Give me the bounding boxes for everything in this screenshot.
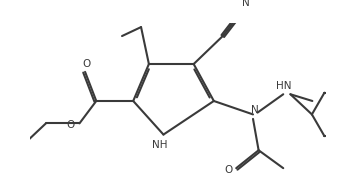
Text: O: O (83, 59, 91, 69)
Text: O: O (67, 120, 75, 130)
Text: N: N (251, 105, 259, 115)
Text: N: N (241, 0, 249, 8)
Text: HN: HN (276, 81, 292, 91)
Text: O: O (224, 165, 232, 175)
Text: NH: NH (152, 140, 168, 150)
